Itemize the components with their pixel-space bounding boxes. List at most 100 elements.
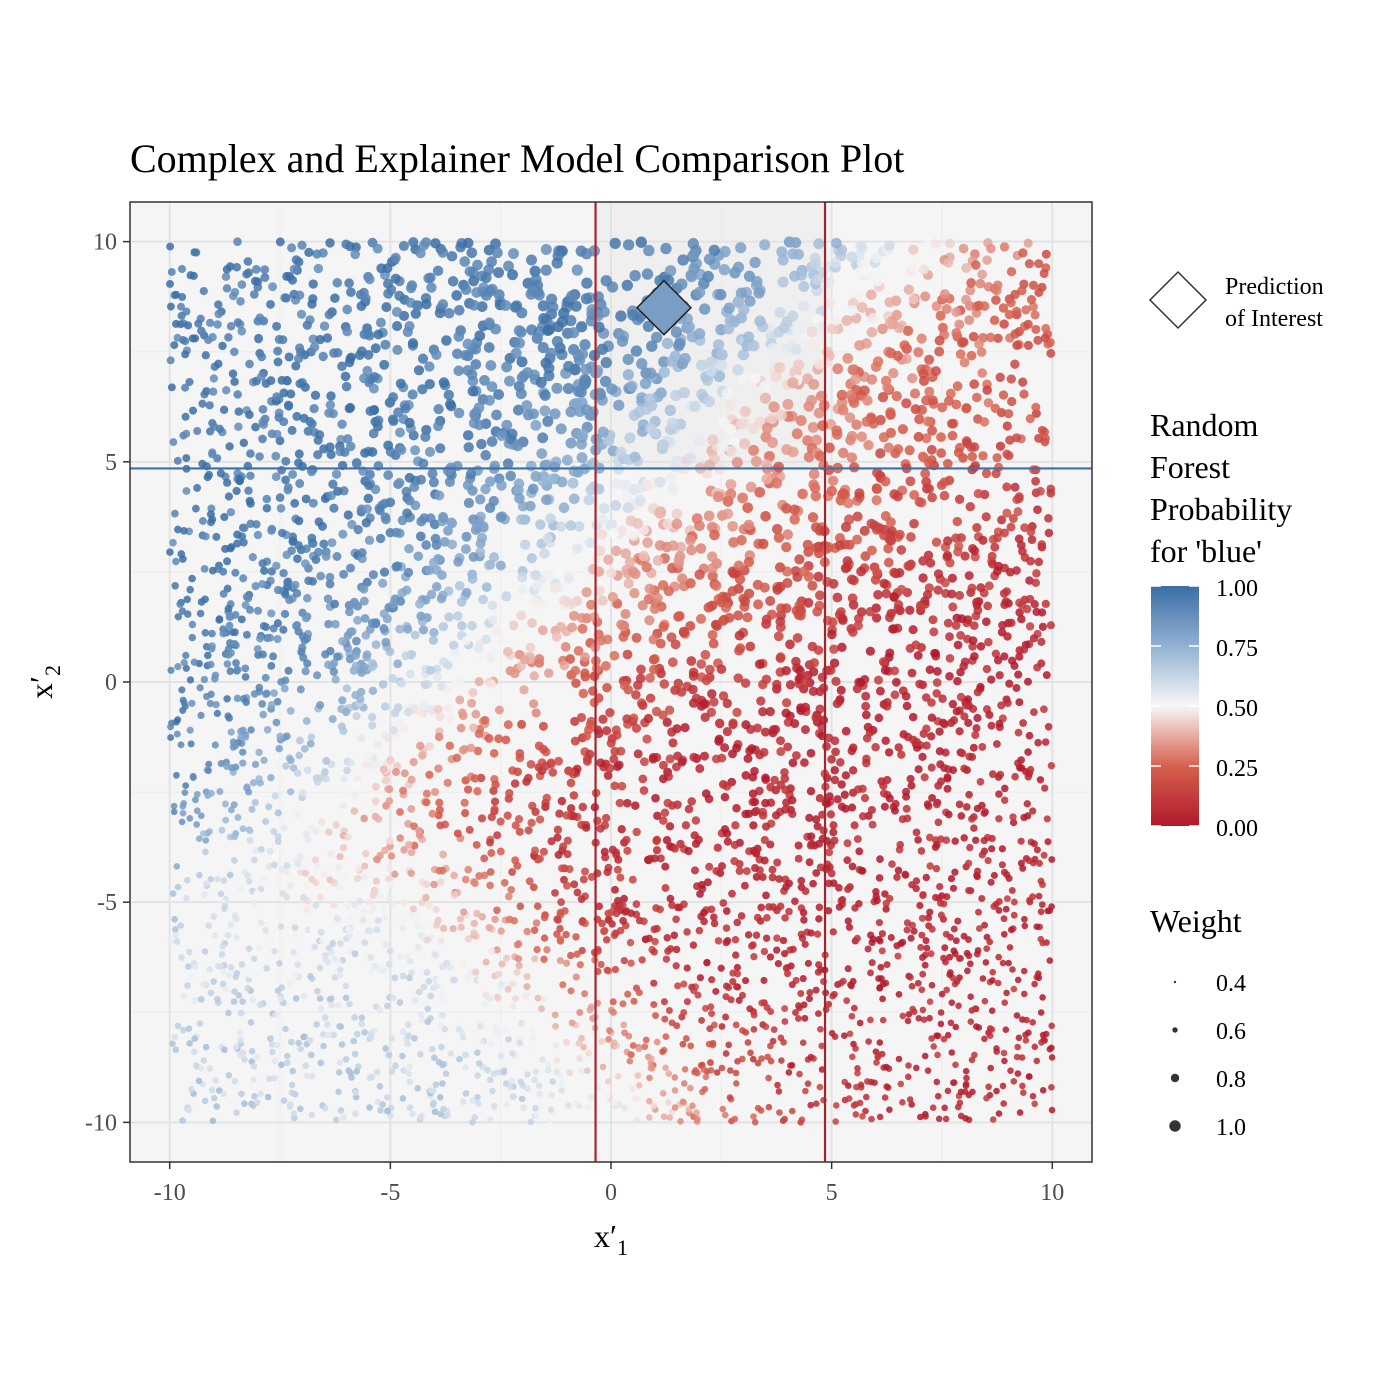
data-point <box>952 1061 959 1069</box>
data-point <box>388 392 399 403</box>
data-point <box>761 822 771 831</box>
data-point <box>450 891 459 899</box>
data-point <box>616 926 625 935</box>
data-point <box>804 959 812 967</box>
data-point <box>902 325 914 337</box>
data-point <box>208 1086 216 1094</box>
data-point <box>1041 433 1050 443</box>
data-point <box>480 715 490 725</box>
data-point <box>371 782 380 791</box>
data-point <box>1033 663 1042 672</box>
data-point <box>287 882 295 890</box>
data-point <box>443 778 452 787</box>
data-point <box>493 1030 501 1038</box>
data-point <box>993 1087 1000 1095</box>
data-point <box>529 699 539 709</box>
data-point <box>823 276 835 287</box>
data-point <box>303 1072 311 1080</box>
data-point <box>445 713 455 723</box>
data-point <box>271 861 278 869</box>
data-point <box>568 493 580 505</box>
data-point <box>617 825 626 834</box>
data-point <box>899 340 910 351</box>
data-point <box>1032 607 1041 617</box>
data-point <box>837 780 846 789</box>
data-point <box>186 676 195 684</box>
data-point <box>407 775 416 784</box>
data-point <box>316 995 324 1002</box>
data-point <box>196 684 204 692</box>
data-point <box>864 945 872 953</box>
data-point <box>662 1064 669 1072</box>
data-point <box>1042 671 1051 680</box>
data-point <box>251 955 258 963</box>
data-point <box>517 584 528 595</box>
data-point <box>567 622 578 633</box>
data-point <box>814 450 826 462</box>
data-point <box>388 599 398 609</box>
data-point <box>267 567 276 576</box>
data-point <box>991 649 1001 658</box>
data-point <box>505 892 513 901</box>
data-point <box>333 914 341 922</box>
data-point <box>1033 923 1041 931</box>
data-point <box>361 939 369 947</box>
data-point <box>260 273 270 282</box>
data-point <box>1000 930 1008 938</box>
data-point <box>680 1009 688 1016</box>
data-point <box>233 934 240 941</box>
data-point <box>460 798 469 807</box>
data-point <box>275 237 285 247</box>
data-point <box>383 278 393 289</box>
data-point <box>581 587 592 598</box>
data-point <box>943 618 953 628</box>
data-point <box>736 418 748 430</box>
data-point <box>247 1019 255 1026</box>
data-point <box>743 270 756 282</box>
data-point <box>205 401 214 410</box>
data-point <box>688 667 699 678</box>
data-point <box>866 289 877 300</box>
data-point <box>970 824 978 832</box>
data-point <box>683 998 691 1006</box>
data-point <box>360 907 368 916</box>
data-point <box>882 382 893 393</box>
data-point <box>271 472 281 482</box>
data-point <box>379 765 388 774</box>
data-point <box>370 343 381 354</box>
data-point <box>937 402 948 413</box>
data-point <box>1026 765 1035 774</box>
data-point <box>475 1100 482 1107</box>
data-point <box>878 657 888 667</box>
data-point <box>430 1099 438 1107</box>
data-point <box>399 924 407 932</box>
data-point <box>599 375 612 388</box>
data-point <box>595 902 604 911</box>
data-point <box>462 1090 470 1097</box>
data-point <box>773 906 781 915</box>
data-point <box>972 724 981 733</box>
data-point <box>437 878 445 886</box>
data-point <box>565 1102 572 1109</box>
data-point <box>515 749 525 758</box>
data-point <box>543 370 555 382</box>
data-point <box>532 919 541 927</box>
data-point <box>666 417 679 429</box>
data-point <box>396 808 404 816</box>
data-point <box>971 730 980 740</box>
data-point <box>844 917 852 925</box>
data-point <box>280 1097 288 1104</box>
data-point <box>420 680 430 690</box>
data-point <box>198 1064 205 1072</box>
data-point <box>1044 514 1053 523</box>
data-point <box>907 934 915 942</box>
data-point <box>335 863 343 871</box>
data-point <box>766 413 778 425</box>
data-point <box>335 958 342 966</box>
data-point <box>381 302 392 313</box>
data-point <box>778 1057 785 1064</box>
data-point <box>424 378 435 390</box>
data-point <box>239 972 247 980</box>
data-point <box>321 1105 329 1112</box>
data-point <box>576 1009 584 1016</box>
